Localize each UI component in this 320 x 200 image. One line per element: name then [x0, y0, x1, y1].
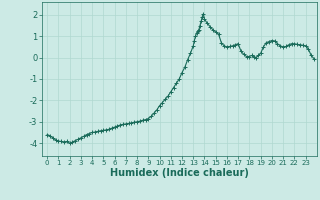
X-axis label: Humidex (Indice chaleur): Humidex (Indice chaleur): [110, 168, 249, 178]
